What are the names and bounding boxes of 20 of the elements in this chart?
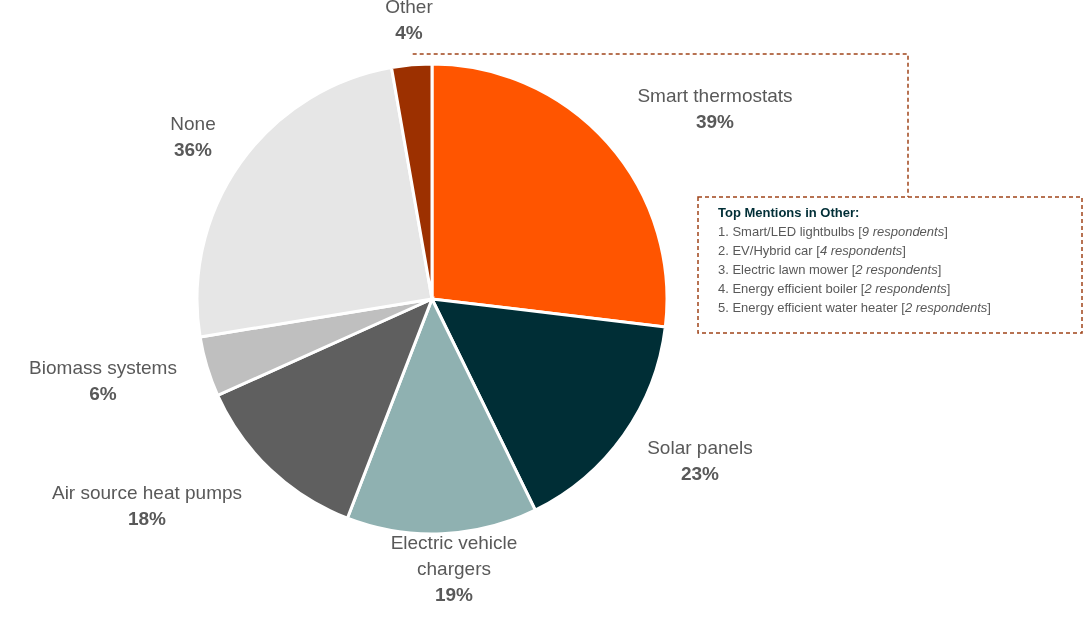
text: 3. Electric lawn mower [2 respondents] <box>718 262 942 277</box>
text: Top Mentions in Other: <box>718 205 860 220</box>
slice-label: Biomass systems <box>29 357 177 378</box>
slice-label: Other <box>385 0 434 17</box>
slice-label: Electric vehicle chargers <box>390 532 518 579</box>
data-label: 19% <box>434 584 474 605</box>
data-label: 23% <box>680 463 720 484</box>
text: 5. Energy efficient water heater [2 respondents] <box>718 300 991 315</box>
text: 1. Smart/LED lightbulbs [9 respondents] <box>718 224 948 239</box>
slice-label: Solar panels <box>647 437 753 458</box>
data-label: 18% <box>127 508 167 529</box>
text: 4. Energy efficient boiler [2 respondents] <box>718 281 951 296</box>
data-label: 6% <box>89 383 117 404</box>
data-label: 36% <box>173 139 213 160</box>
data-label: 4% <box>395 22 423 43</box>
slice-label: Air source heat pumps <box>51 482 243 503</box>
slice-label: None <box>170 113 216 134</box>
data-label: 39% <box>695 111 735 132</box>
slice-label: Smart thermostats <box>637 85 793 106</box>
text: 2. EV/Hybrid car [4 respondents] <box>718 243 906 258</box>
